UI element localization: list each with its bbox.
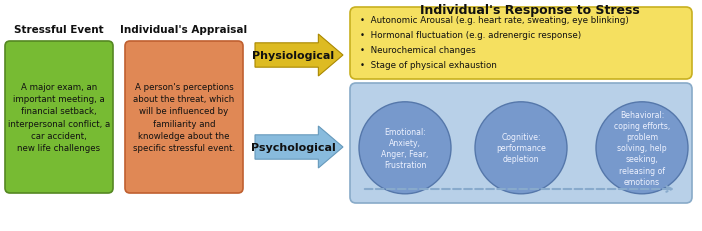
FancyBboxPatch shape (350, 8, 692, 80)
Text: Cognitive:
performance
depletion: Cognitive: performance depletion (496, 133, 546, 164)
Text: A major exam, an
important meeting, a
financial setback,
interpersonal conflict,: A major exam, an important meeting, a fi… (8, 83, 110, 152)
FancyBboxPatch shape (350, 84, 692, 203)
Text: Physiological: Physiological (252, 51, 334, 61)
FancyBboxPatch shape (125, 42, 243, 193)
FancyBboxPatch shape (5, 42, 113, 193)
Text: •  Hormonal fluctuation (e.g. adrenergic response): • Hormonal fluctuation (e.g. adrenergic … (360, 31, 581, 40)
Text: Individual's Appraisal: Individual's Appraisal (121, 25, 248, 35)
Text: Psychological: Psychological (251, 142, 336, 152)
Text: A person's perceptions
about the threat, which
will be influenced by
familiarity: A person's perceptions about the threat,… (133, 83, 235, 152)
Text: •  Stage of physical exhaustion: • Stage of physical exhaustion (360, 61, 497, 70)
Text: •  Neurochemical changes: • Neurochemical changes (360, 46, 476, 55)
Text: Behavioral:
coping efforts,
problem
solving, help
seeking,
releasing of
emotions: Behavioral: coping efforts, problem solv… (614, 110, 670, 186)
Text: •  Autonomic Arousal (e.g. heart rate, sweating, eye blinking): • Autonomic Arousal (e.g. heart rate, sw… (360, 16, 629, 25)
Text: Stressful Event: Stressful Event (14, 25, 104, 35)
Polygon shape (255, 126, 343, 168)
Text: Emotional:
Anxiety,
Anger, Fear,
Frustration: Emotional: Anxiety, Anger, Fear, Frustra… (381, 127, 429, 169)
Circle shape (596, 102, 688, 194)
Circle shape (475, 102, 567, 194)
Circle shape (359, 102, 451, 194)
Polygon shape (255, 35, 343, 77)
Text: Individual's Response to Stress: Individual's Response to Stress (420, 4, 640, 17)
